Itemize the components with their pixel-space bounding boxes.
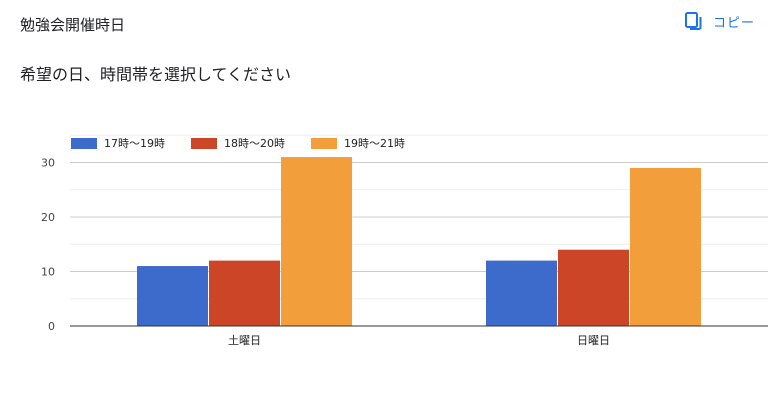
copy-label: コピー [712, 15, 755, 31]
x-category-label: 土曜日 [228, 334, 261, 347]
question-text: 希望の日、時間帯を選択してください [20, 65, 292, 84]
x-category-label: 日曜日 [577, 334, 610, 347]
legend-swatch [71, 138, 97, 149]
bar [630, 167, 701, 326]
legend-label: 17時〜19時 [104, 137, 165, 150]
bar-chart: 0 10 20 30 土曜日 日曜日 17時〜19時 18時〜20時 19時〜21時 [0, 128, 777, 358]
bar [558, 249, 629, 326]
legend-label: 19時〜21時 [344, 137, 405, 150]
copy-icon [683, 10, 705, 32]
bar [486, 260, 557, 326]
legend-label: 18時〜20時 [224, 137, 285, 150]
bar [137, 266, 208, 326]
y-tick-label: 0 [48, 320, 55, 333]
y-tick-label: 20 [41, 211, 55, 224]
card-title: 勉強会開催時日 [20, 16, 126, 34]
y-tick-label: 30 [41, 157, 55, 170]
copy-button[interactable]: コピー [683, 10, 755, 32]
bar [281, 157, 352, 326]
legend-swatch [311, 138, 337, 149]
legend-swatch [191, 138, 217, 149]
bar [209, 260, 280, 326]
chart-svg: 0 10 20 30 土曜日 日曜日 17時〜19時 18時〜20時 19時〜21時 [41, 134, 768, 347]
y-tick-label: 10 [41, 266, 55, 279]
